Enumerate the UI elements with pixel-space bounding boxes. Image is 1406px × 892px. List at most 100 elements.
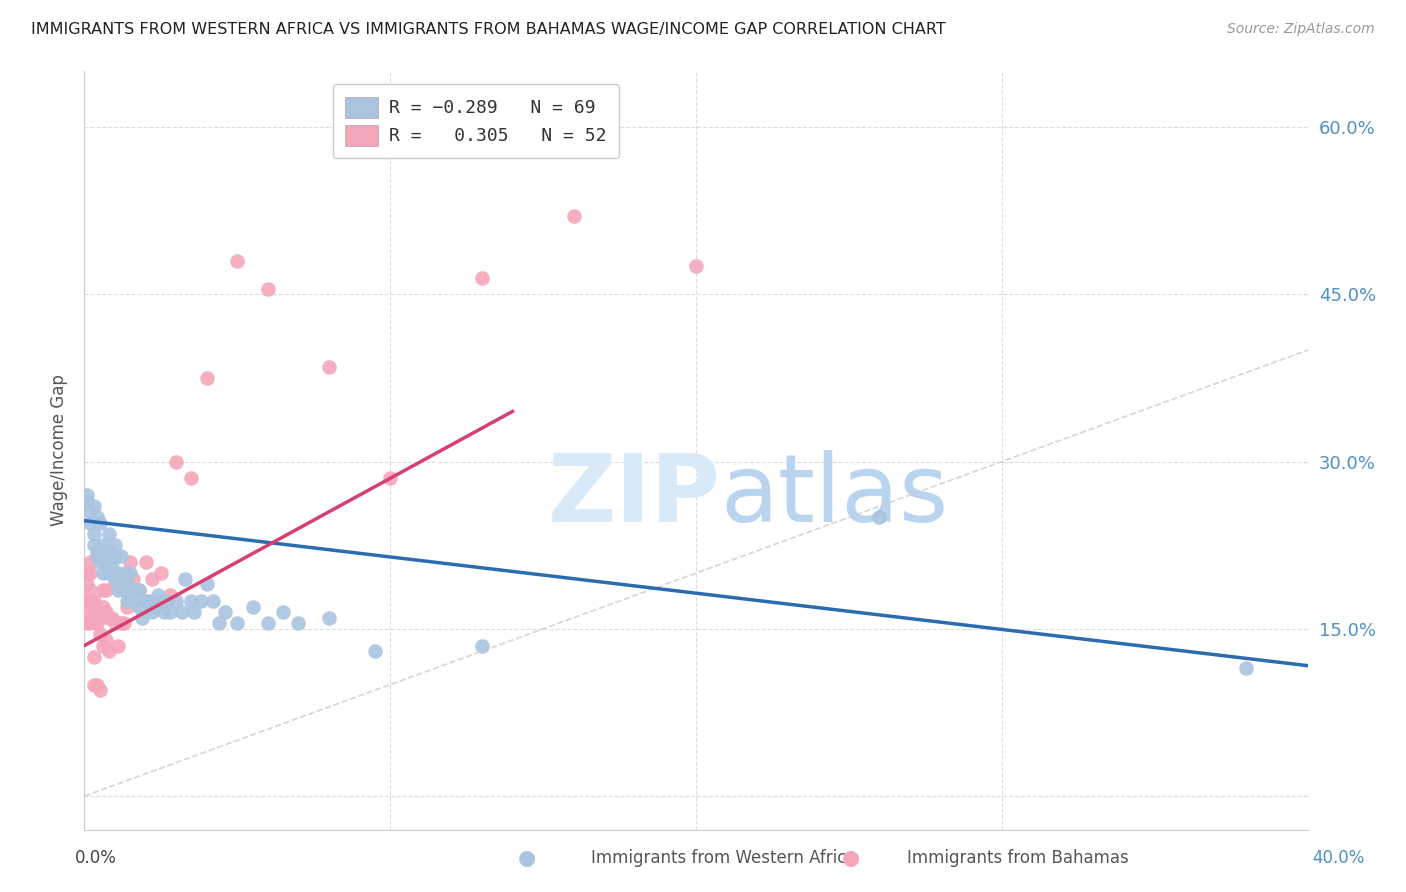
Point — [94, 544, 117, 558]
Point — [115, 599, 138, 614]
Point — [86, 510, 108, 524]
Text: Immigrants from Western Africa: Immigrants from Western Africa — [591, 849, 856, 867]
Text: Immigrants from Bahamas: Immigrants from Bahamas — [907, 849, 1129, 867]
Point — [97, 644, 120, 658]
Point — [318, 359, 340, 374]
Point — [104, 577, 127, 591]
Point — [180, 594, 202, 608]
Point — [112, 616, 135, 631]
Point — [89, 611, 111, 625]
Point — [135, 594, 157, 608]
Point — [89, 544, 111, 558]
Point — [83, 527, 105, 541]
Point — [156, 594, 179, 608]
Point — [471, 639, 494, 653]
Point — [79, 594, 101, 608]
Point — [76, 488, 98, 502]
Point — [86, 549, 108, 564]
Point — [79, 582, 101, 597]
Point — [83, 538, 105, 552]
Point — [91, 549, 114, 564]
Point — [287, 616, 309, 631]
Point — [83, 500, 105, 514]
Point — [143, 599, 166, 614]
Point — [107, 566, 129, 581]
Point — [128, 599, 150, 614]
Point — [76, 616, 98, 631]
Point — [94, 555, 117, 569]
Point — [149, 566, 172, 581]
Point — [115, 594, 138, 608]
Point — [135, 555, 157, 569]
Point — [79, 516, 101, 530]
Point — [86, 544, 108, 558]
Point — [141, 605, 163, 619]
Point — [120, 555, 142, 569]
Point — [685, 260, 707, 274]
Point — [101, 555, 124, 569]
Point — [318, 611, 340, 625]
Point — [110, 616, 132, 631]
Point — [104, 549, 127, 564]
Point — [149, 594, 172, 608]
Point — [165, 594, 187, 608]
Point — [146, 589, 169, 603]
Point — [76, 577, 98, 591]
Point — [91, 582, 114, 597]
Point — [89, 627, 111, 641]
Point — [91, 639, 114, 653]
Point — [97, 527, 120, 541]
Point — [208, 616, 231, 631]
Y-axis label: Wage/Income Gap: Wage/Income Gap — [51, 375, 69, 526]
Point — [180, 471, 202, 485]
Text: 0.0%: 0.0% — [75, 849, 117, 867]
Point — [226, 254, 249, 268]
Point — [141, 572, 163, 586]
Point — [112, 582, 135, 597]
Point — [83, 594, 105, 608]
Point — [76, 605, 98, 619]
Point — [257, 282, 280, 296]
Point — [869, 510, 891, 524]
Point — [94, 605, 117, 619]
Point — [86, 678, 108, 692]
Point — [257, 616, 280, 631]
Point — [471, 270, 494, 285]
Point — [76, 566, 98, 581]
Point — [79, 616, 101, 631]
Point — [89, 516, 111, 530]
Point — [94, 633, 117, 648]
Point — [159, 589, 181, 603]
Point — [110, 577, 132, 591]
Point — [107, 582, 129, 597]
Point — [76, 594, 98, 608]
Point — [94, 582, 117, 597]
Point — [83, 605, 105, 619]
Text: IMMIGRANTS FROM WESTERN AFRICA VS IMMIGRANTS FROM BAHAMAS WAGE/INCOME GAP CORREL: IMMIGRANTS FROM WESTERN AFRICA VS IMMIGR… — [31, 22, 946, 37]
Point — [380, 471, 402, 485]
Point — [174, 572, 197, 586]
Point — [115, 577, 138, 591]
Point — [195, 371, 218, 385]
Text: ●: ● — [842, 848, 859, 868]
Point — [183, 605, 205, 619]
Point — [112, 566, 135, 581]
Point — [97, 611, 120, 625]
Point — [83, 649, 105, 664]
Point — [97, 544, 120, 558]
Point — [562, 209, 585, 223]
Point — [128, 582, 150, 597]
Point — [86, 605, 108, 619]
Point — [138, 594, 160, 608]
Text: Source: ZipAtlas.com: Source: ZipAtlas.com — [1227, 22, 1375, 37]
Point — [153, 605, 176, 619]
Point — [104, 538, 127, 552]
Point — [122, 594, 145, 608]
Point — [104, 616, 127, 631]
Point — [122, 572, 145, 586]
Point — [165, 455, 187, 469]
Point — [91, 599, 114, 614]
Point — [242, 599, 264, 614]
Legend: R = −0.289   N = 69, R =   0.305   N = 52: R = −0.289 N = 69, R = 0.305 N = 52 — [333, 84, 619, 159]
Point — [125, 582, 148, 597]
